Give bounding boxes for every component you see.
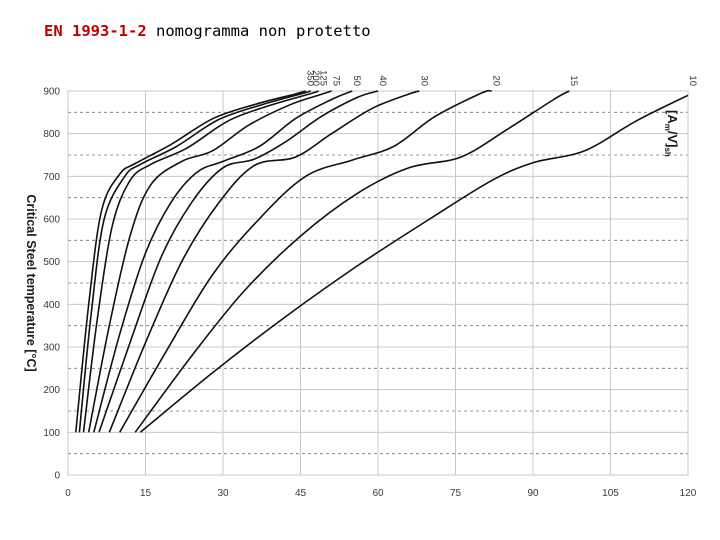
y-tick-label: 200 (43, 385, 60, 396)
x-tick-label: 105 (602, 488, 619, 499)
curve-15 (134, 90, 570, 433)
title-text: nomogramma non protetto (146, 22, 371, 40)
section-factor-label: [Am/V]sh (663, 110, 680, 157)
curve-50 (93, 90, 353, 433)
x-tick-label: 90 (527, 488, 539, 499)
y-tick-label: 500 (43, 257, 60, 268)
y-tick-label: 100 (43, 428, 60, 439)
y-tick-label: 600 (43, 215, 60, 226)
y-tick-label: 400 (43, 300, 60, 311)
curve-label-200: 200 (310, 70, 321, 86)
ratio-mid: /V] (665, 131, 680, 148)
curve-label-125: 125 (318, 70, 329, 86)
curve-200 (78, 90, 312, 433)
standard-code: EN 1993-1-2 (44, 22, 147, 40)
x-tick-label: 0 (65, 488, 71, 499)
curve-350 (75, 90, 306, 433)
curves (75, 89, 689, 433)
tick-labels: 0 100 200 300 400 500 600 700 800 900 0 15 30 45 60 75 9… (43, 87, 696, 500)
curve-10 (139, 94, 689, 433)
x-tick-label: 120 (680, 488, 697, 499)
x-tick-label: 60 (372, 488, 384, 499)
curve-label-10: 10 (687, 75, 698, 86)
ratio-main: [A (665, 110, 680, 124)
grid (67, 90, 689, 476)
curve-label-350: 350 (305, 70, 316, 86)
y-tick-label: 900 (43, 87, 60, 98)
curve-label-50: 50 (351, 75, 362, 86)
curve-125 (82, 90, 319, 433)
x-tick-label: 30 (217, 488, 229, 499)
y-axis-title: Critical Steel temperature [°C] (24, 194, 38, 371)
curve-label-75: 75 (331, 75, 342, 86)
y-tick-label: 700 (43, 172, 60, 183)
curve-30 (108, 90, 420, 433)
x-tick-label: 15 (140, 488, 152, 499)
x-tick-label: 75 (450, 488, 462, 499)
y-tick-label: 800 (43, 129, 60, 140)
curve-label-20: 20 (491, 75, 502, 86)
y-tick-label: 0 (54, 471, 60, 482)
ratio-sub1: m (663, 124, 672, 131)
slide-title: EN 1993-1-2 nomogramma non protetto (44, 22, 371, 40)
curve-label-30: 30 (418, 75, 429, 86)
curve-20 (119, 89, 492, 433)
curve-label-15: 15 (568, 75, 579, 86)
curve-40 (98, 90, 379, 433)
curve-label-40: 40 (377, 75, 388, 86)
y-tick-label: 300 (43, 343, 60, 354)
ratio-sub2: sh (663, 147, 672, 156)
curve-75 (87, 90, 332, 433)
x-tick-label: 45 (295, 488, 307, 499)
